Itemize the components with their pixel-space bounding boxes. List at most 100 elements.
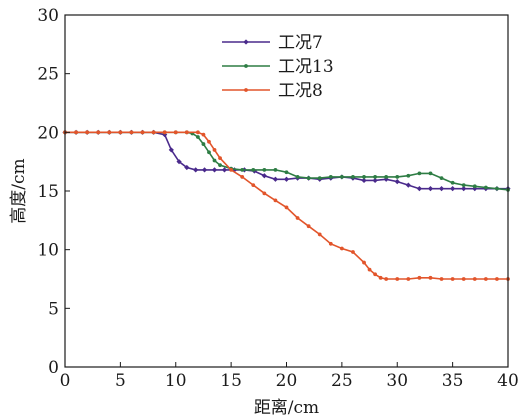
legend-label: 工况7 [278,33,323,53]
legend: 工况7 工况13 工况8 [222,33,334,101]
data-point [405,182,411,188]
data-point [261,173,267,179]
data-point [384,175,389,179]
data-point [461,183,466,188]
data-point [184,130,189,135]
data-point [251,183,256,188]
legend-marker [244,64,248,68]
data-point [317,232,322,237]
data-point [450,186,456,192]
data-point [201,142,206,146]
data-point [295,216,300,220]
x-axis-label: 距离/cm [254,398,319,418]
data-point [328,175,333,179]
data-point [85,130,90,135]
data-point [317,176,322,180]
data-point [378,275,383,280]
data-point [201,132,206,137]
data-point [417,275,422,280]
data-point [262,167,267,172]
data-point [184,164,190,171]
data-point [218,163,222,168]
data-point [450,277,455,281]
data-point [218,156,222,161]
data-point [450,180,455,185]
data-point [406,173,411,178]
data-point [384,277,389,281]
x-tick-label: 5 [115,371,126,391]
data-point [196,130,200,135]
data-point [212,158,217,163]
data-point [283,176,290,182]
y-axis-label: 高度/cm [9,158,29,223]
x-tick-label: 20 [276,371,298,391]
x-tick-label: 35 [442,371,464,391]
x-tick-label: 30 [386,371,408,391]
data-point [207,139,211,144]
legend-marker [244,88,248,92]
data-point [406,277,411,281]
data-point [394,179,400,185]
data-point [372,177,378,184]
x-tick-label: 15 [220,371,242,391]
data-point [417,171,422,176]
y-tick-label: 25 [37,65,59,85]
legend-item-2: 工况8 [222,81,323,101]
data-point [262,191,267,196]
data-point [107,130,112,135]
series-0 [62,129,511,192]
legend-label: 工况8 [278,81,323,101]
data-point [176,159,182,165]
data-point [193,167,199,173]
y-tick-label: 0 [48,358,59,378]
data-point [339,246,344,251]
data-point [196,135,200,139]
data-point [438,186,445,192]
data-point [240,167,245,172]
data-point [328,241,333,246]
legend-item-1: 工况13 [222,57,334,77]
data-point [395,277,400,281]
y-tick-label: 10 [37,241,59,261]
data-point [428,275,433,280]
data-point [362,260,366,265]
data-point [373,175,377,179]
data-point [118,130,123,135]
data-point [461,186,467,192]
data-point [284,170,289,175]
data-point [168,147,174,153]
data-point [151,130,156,135]
data-point [212,148,217,152]
data-point [367,267,372,272]
legend-marker [243,39,249,45]
data-point [96,130,101,135]
data-point [229,167,234,172]
data-point [221,167,228,173]
data-point [284,205,289,210]
data-point [272,176,279,182]
data-point [306,224,311,229]
data-point [472,277,477,281]
data-point [373,272,377,277]
y-tick-label: 20 [37,123,59,143]
y-tick-label: 30 [37,6,59,26]
data-point [251,167,256,172]
data-point [162,130,167,135]
data-point [306,176,311,180]
data-point [495,277,499,281]
y-tick-label: 5 [48,299,59,319]
data-point [339,175,344,179]
data-point [295,175,300,179]
data-point [201,167,208,173]
data-point [173,130,178,135]
axes: 0 5 10 15 20 25 30 35 40 0 5 10 15 20 25 30 距离/cm 高度/cm [9,6,519,418]
data-point [439,176,444,180]
x-tick-label: 0 [60,371,71,391]
data-point [207,150,211,155]
data-point [273,198,278,203]
data-point [416,186,422,192]
data-point [129,130,134,135]
data-point [361,177,367,184]
data-point [362,175,366,179]
data-point [428,171,433,176]
